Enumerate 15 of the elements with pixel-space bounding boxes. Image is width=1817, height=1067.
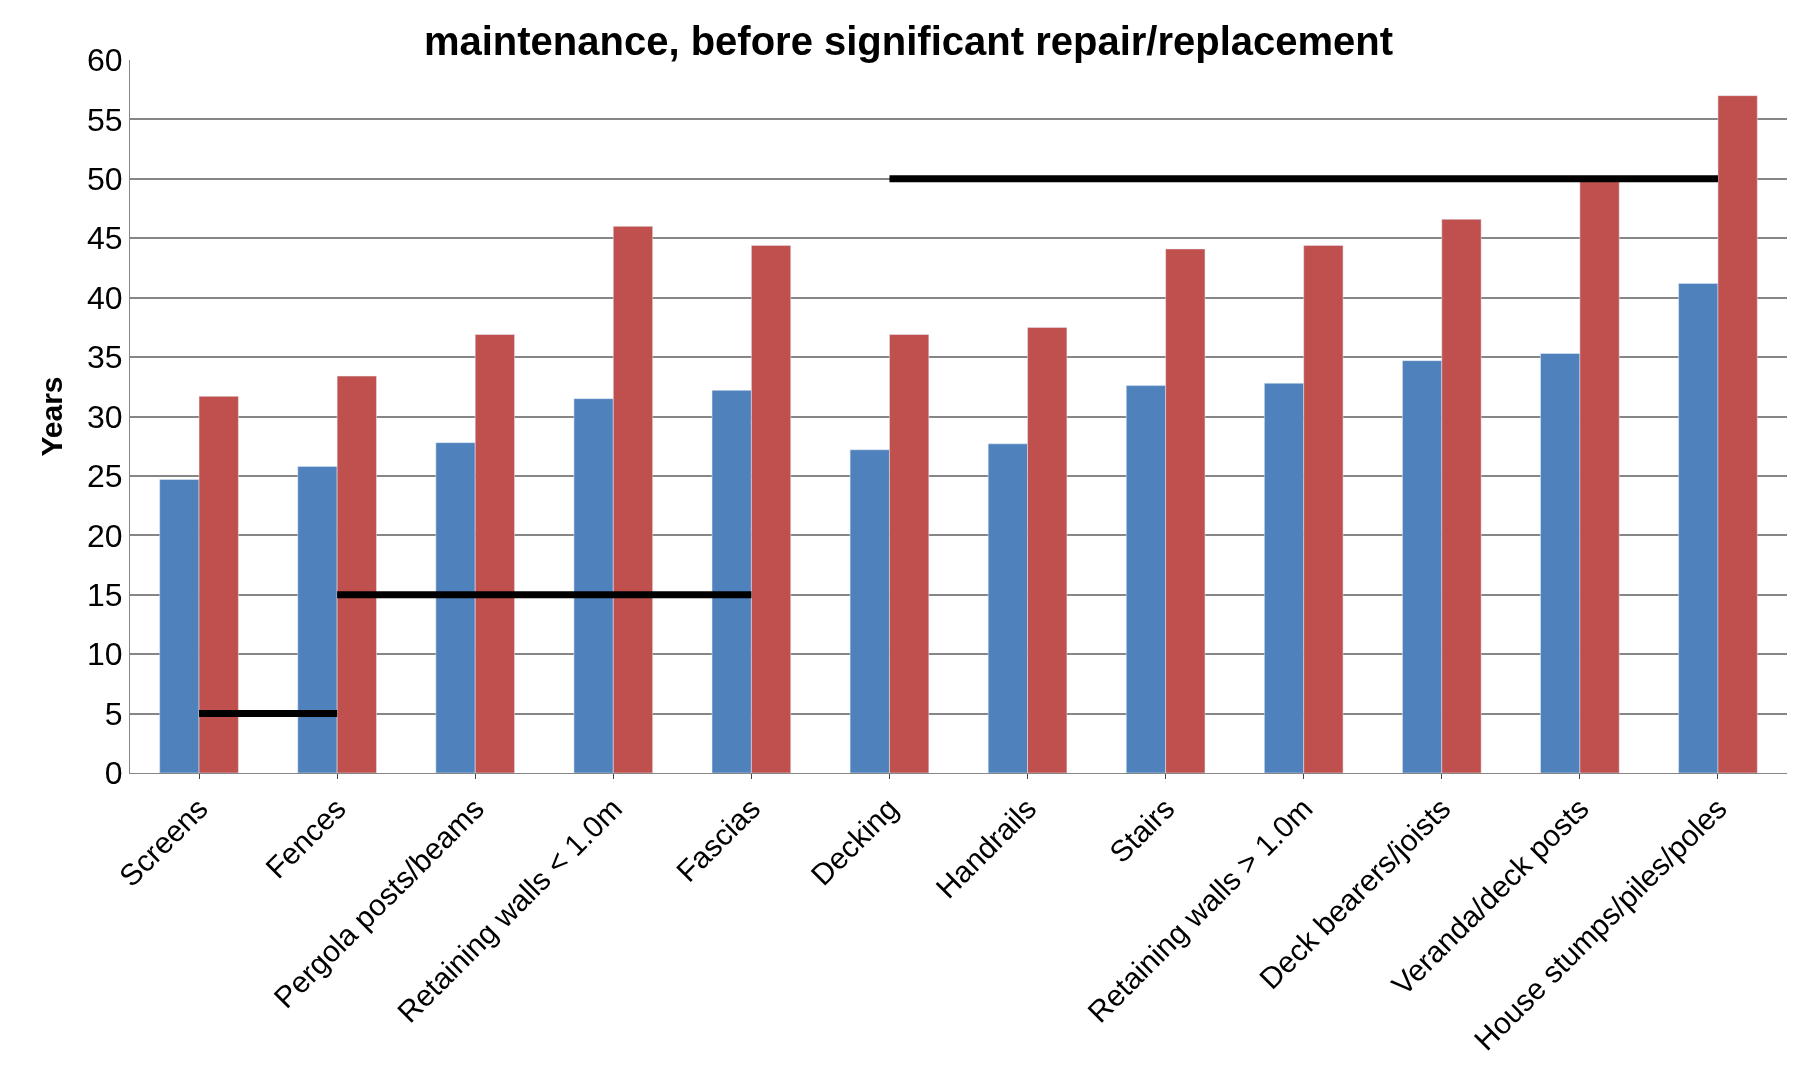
y-tick-label: 30	[87, 398, 123, 435]
y-tick-label: 60	[87, 42, 123, 79]
y-tick-label: 5	[104, 695, 123, 732]
y-tick-label: 45	[87, 220, 123, 257]
y-tick-label: 35	[87, 339, 123, 376]
y-tick-label: 25	[87, 458, 123, 495]
y-axis-title: Years	[35, 376, 69, 457]
y-tick-label: 20	[87, 517, 123, 554]
y-tick-label: 55	[87, 101, 123, 138]
chart-title: maintenance, before significant repair/replacement	[423, 18, 1394, 63]
y-tick-label: 40	[87, 279, 123, 316]
y-tick-label: 0	[104, 755, 123, 792]
y-tick-label: 10	[87, 636, 123, 673]
y-tick-label: 50	[87, 161, 123, 198]
y-tick-label: 15	[87, 576, 123, 613]
